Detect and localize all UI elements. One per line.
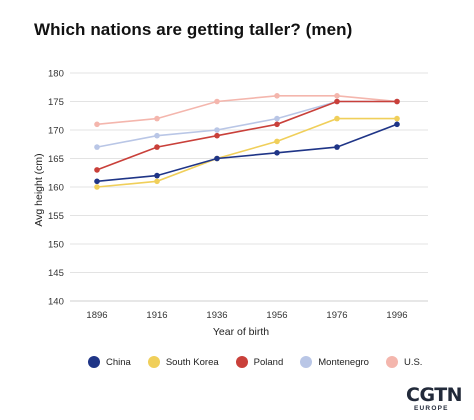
data-point-south-korea-1976 xyxy=(334,115,340,122)
x-tick-label-1936: 1936 xyxy=(206,310,227,321)
data-point-u-s-1976 xyxy=(334,93,340,99)
series-line-china xyxy=(96,123,398,183)
data-point-china-1916 xyxy=(154,172,160,179)
legend-label-us: U.S. xyxy=(403,356,423,368)
y-tick-label-155: 155 xyxy=(48,211,64,222)
data-point-poland-1896 xyxy=(94,167,100,173)
data-point-u-s-1936 xyxy=(214,98,220,105)
x-tick-label-1896: 1896 xyxy=(86,310,107,321)
y-tick-label-150: 150 xyxy=(48,240,64,251)
legend-item-us: U.S. xyxy=(385,356,423,368)
legend-item-poland: Poland xyxy=(235,356,284,368)
x-tick-label-1996: 1996 xyxy=(386,310,407,321)
x-tick-label-1956: 1956 xyxy=(266,310,287,321)
brand-logo-main: CGTN xyxy=(406,384,463,406)
data-point-south-korea-1996 xyxy=(394,115,400,122)
data-point-china-1956 xyxy=(274,150,280,156)
data-point-poland-1916 xyxy=(154,144,160,150)
data-point-montenegro-1956 xyxy=(274,115,280,122)
chart-title: Which nations are getting taller? (men) xyxy=(34,20,353,39)
data-point-u-s-1916 xyxy=(154,115,160,122)
y-tick-label-160: 160 xyxy=(48,183,64,194)
y-tick-label-140: 140 xyxy=(48,297,64,308)
y-tick-label-165: 165 xyxy=(48,154,64,165)
legend: China South Korea Poland Montenegro U.S. xyxy=(88,356,422,368)
y-tick-label-170: 170 xyxy=(48,126,64,137)
data-point-poland-1996 xyxy=(394,98,400,105)
legend-marker-us xyxy=(385,356,398,368)
series-line-montenegro xyxy=(96,100,397,148)
series-line-poland xyxy=(96,100,397,171)
legend-label-china: China xyxy=(106,356,131,368)
y-tick-label-175: 175 xyxy=(48,97,64,108)
x-axis-title: Year of birth xyxy=(213,326,269,338)
legend-label-montenegro: Montenegro xyxy=(318,356,369,368)
legend-marker-south-korea xyxy=(147,356,160,368)
data-point-south-korea-1956 xyxy=(274,138,280,145)
brand-logo: CGTN EUROPE xyxy=(406,386,466,413)
brand-logo-sub: EUROPE xyxy=(414,405,449,412)
legend-item-montenegro: Montenegro xyxy=(300,356,369,368)
data-point-poland-1976 xyxy=(334,98,340,105)
legend-marker-poland xyxy=(235,356,248,368)
data-point-china-1936 xyxy=(214,155,220,162)
data-point-china-1996 xyxy=(394,121,400,128)
legend-marker-montenegro xyxy=(300,356,313,368)
legend-label-south-korea: South Korea xyxy=(165,356,219,368)
data-point-montenegro-1916 xyxy=(154,132,160,139)
legend-label-poland: Poland xyxy=(253,356,284,368)
y-tick-label-145: 145 xyxy=(48,268,64,279)
data-point-montenegro-1896 xyxy=(94,144,100,150)
x-tick-label-1976: 1976 xyxy=(326,310,347,321)
data-point-south-korea-1896 xyxy=(94,184,100,190)
y-tick-label-180: 180 xyxy=(48,69,64,80)
legend-item-south-korea: South Korea xyxy=(147,356,219,368)
data-point-u-s-1896 xyxy=(94,121,100,128)
x-tick-label-1916: 1916 xyxy=(146,310,167,321)
data-point-montenegro-1936 xyxy=(214,127,220,133)
series-line-south-korea xyxy=(96,117,397,188)
legend-item-china: China xyxy=(88,356,131,368)
data-point-poland-1956 xyxy=(274,121,280,128)
series-line-u-s xyxy=(96,95,398,126)
data-point-china-1976 xyxy=(334,144,340,150)
data-point-china-1896 xyxy=(94,178,100,185)
legend-marker-china xyxy=(88,356,100,368)
data-point-south-korea-1916 xyxy=(154,178,160,185)
data-point-poland-1936 xyxy=(214,132,220,139)
y-axis-title: Avg height (cm) xyxy=(33,153,45,226)
data-point-u-s-1956 xyxy=(274,93,280,99)
